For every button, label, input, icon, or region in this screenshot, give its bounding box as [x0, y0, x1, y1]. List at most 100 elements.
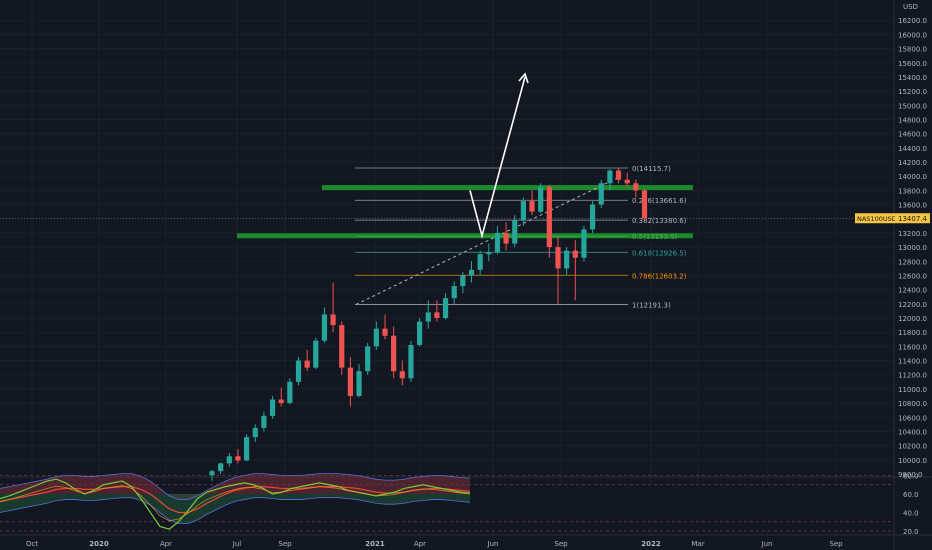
candle-body	[244, 437, 250, 461]
price-tick-label: 15400.0	[898, 74, 927, 82]
time-tick-label: Oct	[26, 540, 38, 548]
candle-body	[287, 381, 293, 404]
time-tick-label: Jun	[487, 540, 499, 548]
candle-body	[468, 269, 475, 276]
candle-body	[226, 456, 232, 464]
candle-body	[564, 250, 570, 269]
candle-body	[269, 399, 276, 416]
price-tick-label: 14800.0	[898, 117, 927, 125]
current-price-tag-label: 13407.4	[898, 215, 927, 223]
time-tick-label: Sep	[278, 540, 292, 548]
indicator-tick-label: 60.0	[903, 491, 919, 499]
candle-body	[555, 247, 561, 269]
candle-body	[261, 415, 267, 428]
candle-body	[529, 201, 535, 212]
price-tick-label: 13200.0	[898, 230, 927, 238]
rsi-signal-line	[0, 485, 471, 522]
candle-body	[546, 186, 552, 248]
time-tick-label: 2022	[641, 540, 661, 548]
rsi-line	[0, 478, 471, 530]
indicator-pane	[0, 473, 893, 532]
candle-body	[442, 298, 449, 319]
symbol-tag	[855, 213, 895, 224]
candle-body	[295, 360, 302, 382]
candle-body	[304, 360, 310, 368]
time-axis[interactable]: Oct 2020 Apr Jul Sep 2021 Apr Jun Sep 2022 Mar Jun S…	[26, 540, 843, 548]
candle-body	[339, 325, 345, 368]
indicator-tick-label: 20.0	[903, 528, 919, 536]
support-resistance-zones[interactable]	[237, 185, 693, 239]
candle-body	[607, 170, 613, 184]
time-tick-label: Sep	[554, 540, 568, 548]
candle-body	[408, 344, 414, 379]
trendline[interactable]	[355, 177, 619, 305]
price-tick-label: 15600.0	[898, 60, 927, 68]
price-tick-label: 16200.0	[898, 17, 927, 25]
time-tick-label: Sep	[829, 540, 843, 548]
price-tick-label: 12600.0	[898, 272, 927, 280]
candle-body	[209, 471, 215, 476]
candle-body	[477, 254, 483, 270]
price-tick-label: 10400.0	[898, 428, 927, 436]
currency-label: USD	[903, 3, 918, 11]
price-tick-label: 16000.0	[898, 31, 927, 39]
horizontal-level-zone	[237, 233, 693, 239]
time-tick-label: Apr	[160, 540, 172, 548]
lower-band-line	[0, 497, 471, 524]
time-tick-label: 2021	[365, 540, 385, 548]
candle-body	[581, 229, 587, 258]
candle-body	[512, 220, 518, 244]
upper-band-fill	[0, 473, 470, 500]
price-tick-label: 13000.0	[898, 244, 927, 252]
price-tick-label: 9800.0	[898, 471, 923, 479]
candle-body	[520, 201, 526, 221]
candle-body	[615, 170, 622, 180]
candle-body	[252, 427, 258, 438]
fib-level-label: 0(14115.7)	[632, 165, 671, 173]
candle-body	[347, 367, 353, 397]
price-tick-label: 11600.0	[898, 343, 927, 351]
price-tick-label: 14600.0	[898, 131, 927, 139]
horizontal-level-zone	[322, 185, 693, 191]
fib-level-label: 0.5(13153.5)	[632, 233, 678, 241]
candle-body	[382, 328, 388, 336]
price-tick-label: 15800.0	[898, 46, 927, 54]
candle-body	[373, 328, 379, 347]
candle-body	[451, 286, 457, 299]
price-tick-label: 14200.0	[898, 159, 927, 167]
projection-arrow[interactable]	[469, 72, 529, 239]
candle-body	[356, 371, 362, 397]
price-tick-label: 14400.0	[898, 145, 927, 153]
price-axis[interactable]: USD 9800.0 10000.0 10200.0 10400.0 10600.0 108…	[898, 3, 927, 536]
price-tags: NAS100USD 13407.4	[855, 213, 930, 224]
candle-body	[598, 183, 604, 205]
fib-level-label: 0.618(12926.5)	[632, 249, 687, 257]
candlestick-series	[209, 168, 648, 482]
candle-body	[425, 312, 431, 322]
dashed-trendline	[355, 177, 619, 305]
arrow-head	[518, 72, 529, 84]
candle-body	[538, 186, 544, 212]
candle-body	[641, 190, 648, 219]
price-tick-label: 12000.0	[898, 315, 927, 323]
candle-body	[590, 204, 596, 230]
price-tick-label: 15000.0	[898, 102, 927, 110]
price-tick-label: 11200.0	[898, 372, 927, 380]
price-tick-label: 10600.0	[898, 414, 927, 422]
price-tick-label: 10000.0	[898, 457, 927, 465]
price-tick-label: 13800.0	[898, 187, 927, 195]
lower-band-fill	[0, 494, 470, 524]
time-tick-label: Apr	[414, 540, 426, 548]
candle-body	[278, 399, 284, 404]
candle-body	[330, 314, 336, 326]
fib-level-label: 0.786(12603.2)	[632, 272, 687, 280]
price-tick-label: 11000.0	[898, 386, 927, 394]
candle-body	[624, 179, 630, 184]
indicator-tick-label: 40.0	[903, 510, 919, 518]
fib-level-label: 0.382(13380.6)	[632, 217, 687, 225]
candle-body	[633, 183, 639, 191]
current-price-tag	[895, 213, 930, 224]
time-tick-label: 2020	[89, 540, 109, 548]
symbol-tag-label: NAS100USD	[857, 215, 897, 223]
